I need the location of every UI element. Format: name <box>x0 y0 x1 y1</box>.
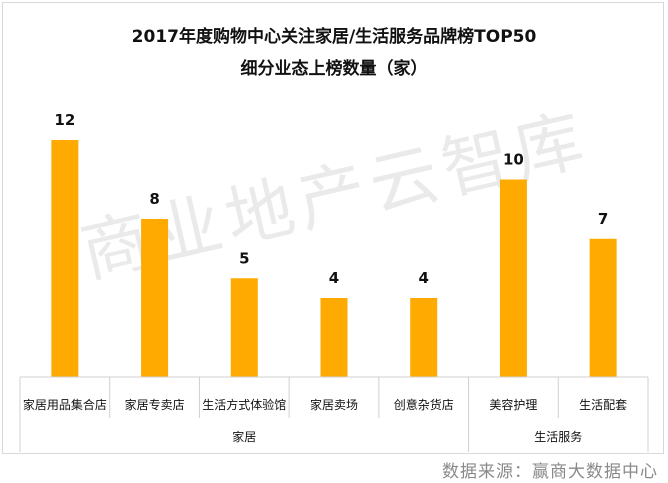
chart-subtitle: 细分业态上榜数量（家） <box>240 59 428 79</box>
bar <box>230 278 258 377</box>
data-label: 10 <box>503 151 524 169</box>
bar <box>141 219 169 377</box>
bar <box>320 298 348 377</box>
bar <box>51 140 79 377</box>
data-label: 12 <box>54 111 75 129</box>
data-label: 5 <box>239 249 249 267</box>
data-label: 4 <box>418 269 428 287</box>
category-label: 创意杂货店 <box>394 397 454 412</box>
category-label: 美容护理 <box>489 397 537 412</box>
chart-title: 2017年度购物中心关注家居/生活服务品牌榜TOP50 <box>131 27 537 47</box>
category-label: 家居专卖店 <box>125 397 185 412</box>
category-label: 生活配套 <box>579 398 627 412</box>
bar <box>589 238 617 377</box>
category-label: 家居卖场 <box>310 397 358 412</box>
source-note: 数据来源：赢商大数据中心 <box>442 462 658 482</box>
data-label: 8 <box>149 190 159 208</box>
bar <box>410 298 438 377</box>
group-label: 家居 <box>232 429 256 444</box>
bar <box>499 179 527 377</box>
data-label: 4 <box>329 269 339 287</box>
data-label: 7 <box>598 210 608 228</box>
category-label: 生活方式体验馆 <box>202 397 286 412</box>
category-label: 家居用品集合店 <box>23 397 107 412</box>
group-label: 生活服务 <box>534 429 582 444</box>
chart-frame <box>2 2 664 454</box>
